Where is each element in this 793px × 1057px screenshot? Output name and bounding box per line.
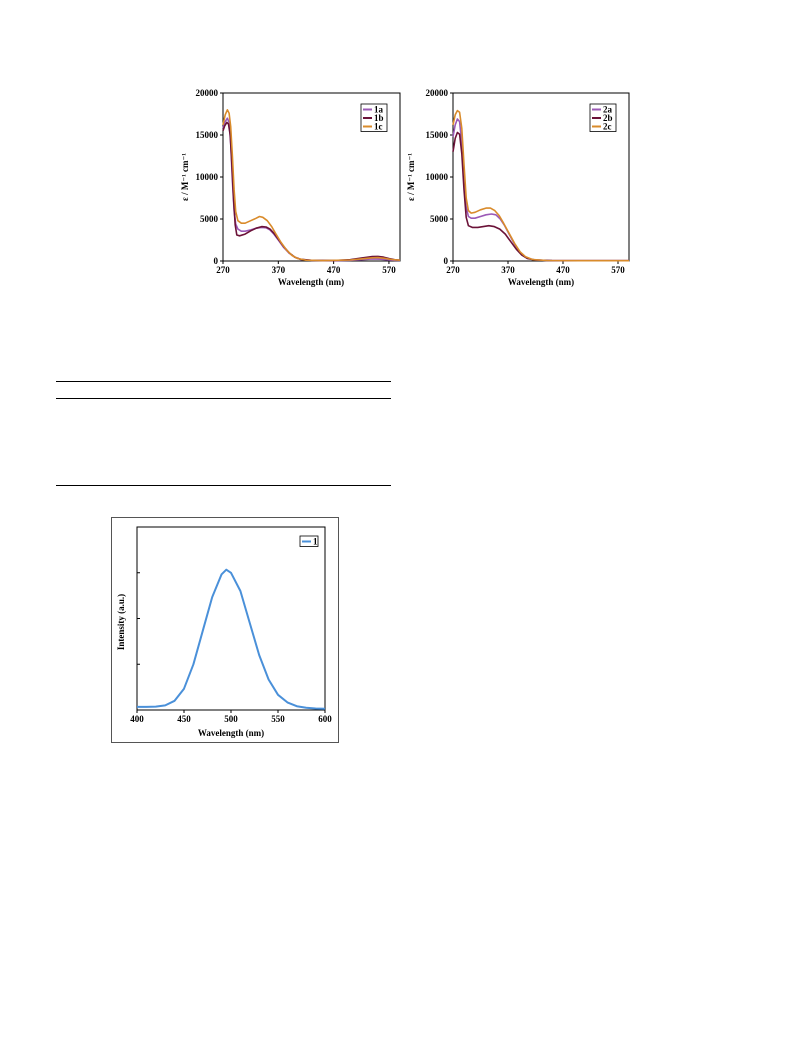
y-tick-label: 5000 (430, 214, 449, 224)
table-header-rule (56, 398, 391, 399)
x-ticks: 400 450 500 550 600 (130, 710, 332, 724)
y-tick-label: 20000 (426, 88, 449, 98)
legend-label-2a: 2a (603, 105, 613, 115)
x-ticks: 270 370 470 570 (446, 261, 625, 275)
outer-frame (111, 517, 339, 743)
x-tick-label: 370 (501, 265, 515, 275)
series-line-1 (137, 568, 326, 710)
y-tick-label: 5000 (200, 214, 219, 224)
series-line-2c (452, 109, 629, 262)
series-line-2b (452, 131, 629, 262)
y-tick-label: 20000 (196, 88, 219, 98)
x-tick-label: 370 (272, 265, 286, 275)
y-ticks: 0 5000 10000 15000 20000 (426, 88, 453, 266)
series-line-1c (222, 109, 401, 262)
legend-label-1: 1 (313, 537, 318, 547)
legend-label-1a: 1a (374, 105, 384, 115)
x-tick-label: 270 (216, 265, 230, 275)
x-tick-label: 500 (224, 714, 238, 724)
series-lines (452, 109, 629, 262)
y-tick-label: 10000 (426, 172, 449, 182)
x-axis-label: Wavelength (nm) (198, 728, 264, 738)
plot-frame (136, 526, 326, 711)
y-tick-label: 0 (214, 256, 219, 266)
x-ticks: 270 370 470 570 (216, 261, 396, 275)
series-line-1a (222, 117, 401, 262)
x-tick-label: 400 (130, 714, 144, 724)
series-lines (137, 568, 326, 710)
y-ticks (137, 572, 140, 665)
x-tick-label: 600 (318, 714, 332, 724)
absorption-chart-2: 0 5000 10000 15000 20000 270 370 470 570 2a2b2c… (406, 88, 630, 287)
y-tick-label: 15000 (196, 130, 219, 140)
x-tick-label: 570 (611, 265, 625, 275)
emission-chart: 400 450 500 550 600 1 Wavelength (nm) Intens… (111, 517, 339, 743)
y-tick-label: 15000 (426, 130, 449, 140)
x-axis-label: Wavelength (nm) (278, 277, 344, 287)
table-top-rule (56, 381, 391, 382)
x-tick-label: 450 (177, 714, 191, 724)
x-tick-label: 270 (446, 265, 460, 275)
absorption-chart-1: 0 5000 10000 15000 20000 270 370 470 570 1a1b1c… (180, 88, 401, 287)
table-bottom-rule (56, 485, 391, 486)
series-line-1b (222, 121, 401, 262)
legend-label-2c: 2c (603, 122, 612, 132)
legend: 1 (299, 535, 319, 547)
y-axis-label: ε / M⁻¹ cm⁻¹ (180, 153, 190, 201)
series-line-2a (452, 118, 629, 262)
legend-label-2b: 2b (603, 113, 613, 123)
legend-label-1b: 1b (374, 113, 384, 123)
series-lines (222, 109, 401, 262)
x-tick-label: 570 (382, 265, 396, 275)
y-ticks: 0 5000 10000 15000 20000 (196, 88, 223, 266)
x-tick-label: 470 (327, 265, 341, 275)
y-axis-label: Intensity (a.u.) (116, 594, 126, 650)
x-axis-label: Wavelength (nm) (508, 277, 574, 287)
x-tick-label: 470 (556, 265, 570, 275)
y-axis-label: ε / M⁻¹ cm⁻¹ (406, 153, 416, 201)
x-tick-label: 550 (271, 714, 285, 724)
y-tick-label: 0 (444, 256, 449, 266)
y-tick-label: 10000 (196, 172, 219, 182)
legend-label-1c: 1c (374, 122, 383, 132)
